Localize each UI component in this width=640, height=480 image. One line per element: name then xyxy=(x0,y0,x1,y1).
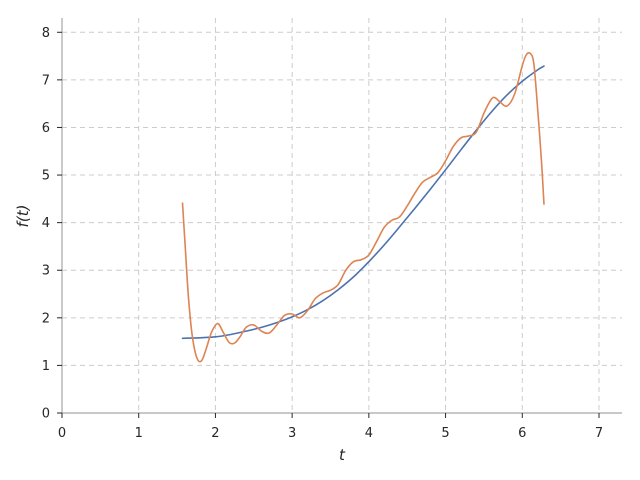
x-tick-label: 4 xyxy=(365,426,373,441)
y-tick-label: 5 xyxy=(42,169,50,184)
y-tick-label: 7 xyxy=(42,73,50,88)
grid xyxy=(62,18,622,413)
series-line-1 xyxy=(181,65,545,340)
x-tick-label: 7 xyxy=(595,426,603,441)
y-tick-label: 0 xyxy=(42,407,50,422)
x-tick-label: 0 xyxy=(58,426,66,441)
y-axis-label: f(t) xyxy=(14,205,32,228)
ticks: 0 1 2 3 4 5 6 7 0 1 2 3 4 5 6 7 8 xyxy=(42,26,603,441)
x-tick-label: 6 xyxy=(518,426,526,441)
y-tick-label: 1 xyxy=(42,359,50,374)
series-group xyxy=(181,51,545,363)
y-tick-label: 4 xyxy=(42,216,50,231)
x-tick-label: 5 xyxy=(441,426,449,441)
y-tick-label: 3 xyxy=(42,264,50,279)
axes xyxy=(61,18,622,414)
y-tick-label: 2 xyxy=(42,311,50,326)
y-axis-label-text: f(t) xyxy=(14,205,32,228)
x-tick-label: 1 xyxy=(135,426,143,441)
series-line-2 xyxy=(181,51,545,363)
y-tick-label: 8 xyxy=(42,26,50,41)
x-axis-label: t xyxy=(339,446,346,464)
x-tick-label: 3 xyxy=(288,426,296,441)
y-tick-label: 6 xyxy=(42,121,50,136)
x-tick-label: 2 xyxy=(211,426,219,441)
